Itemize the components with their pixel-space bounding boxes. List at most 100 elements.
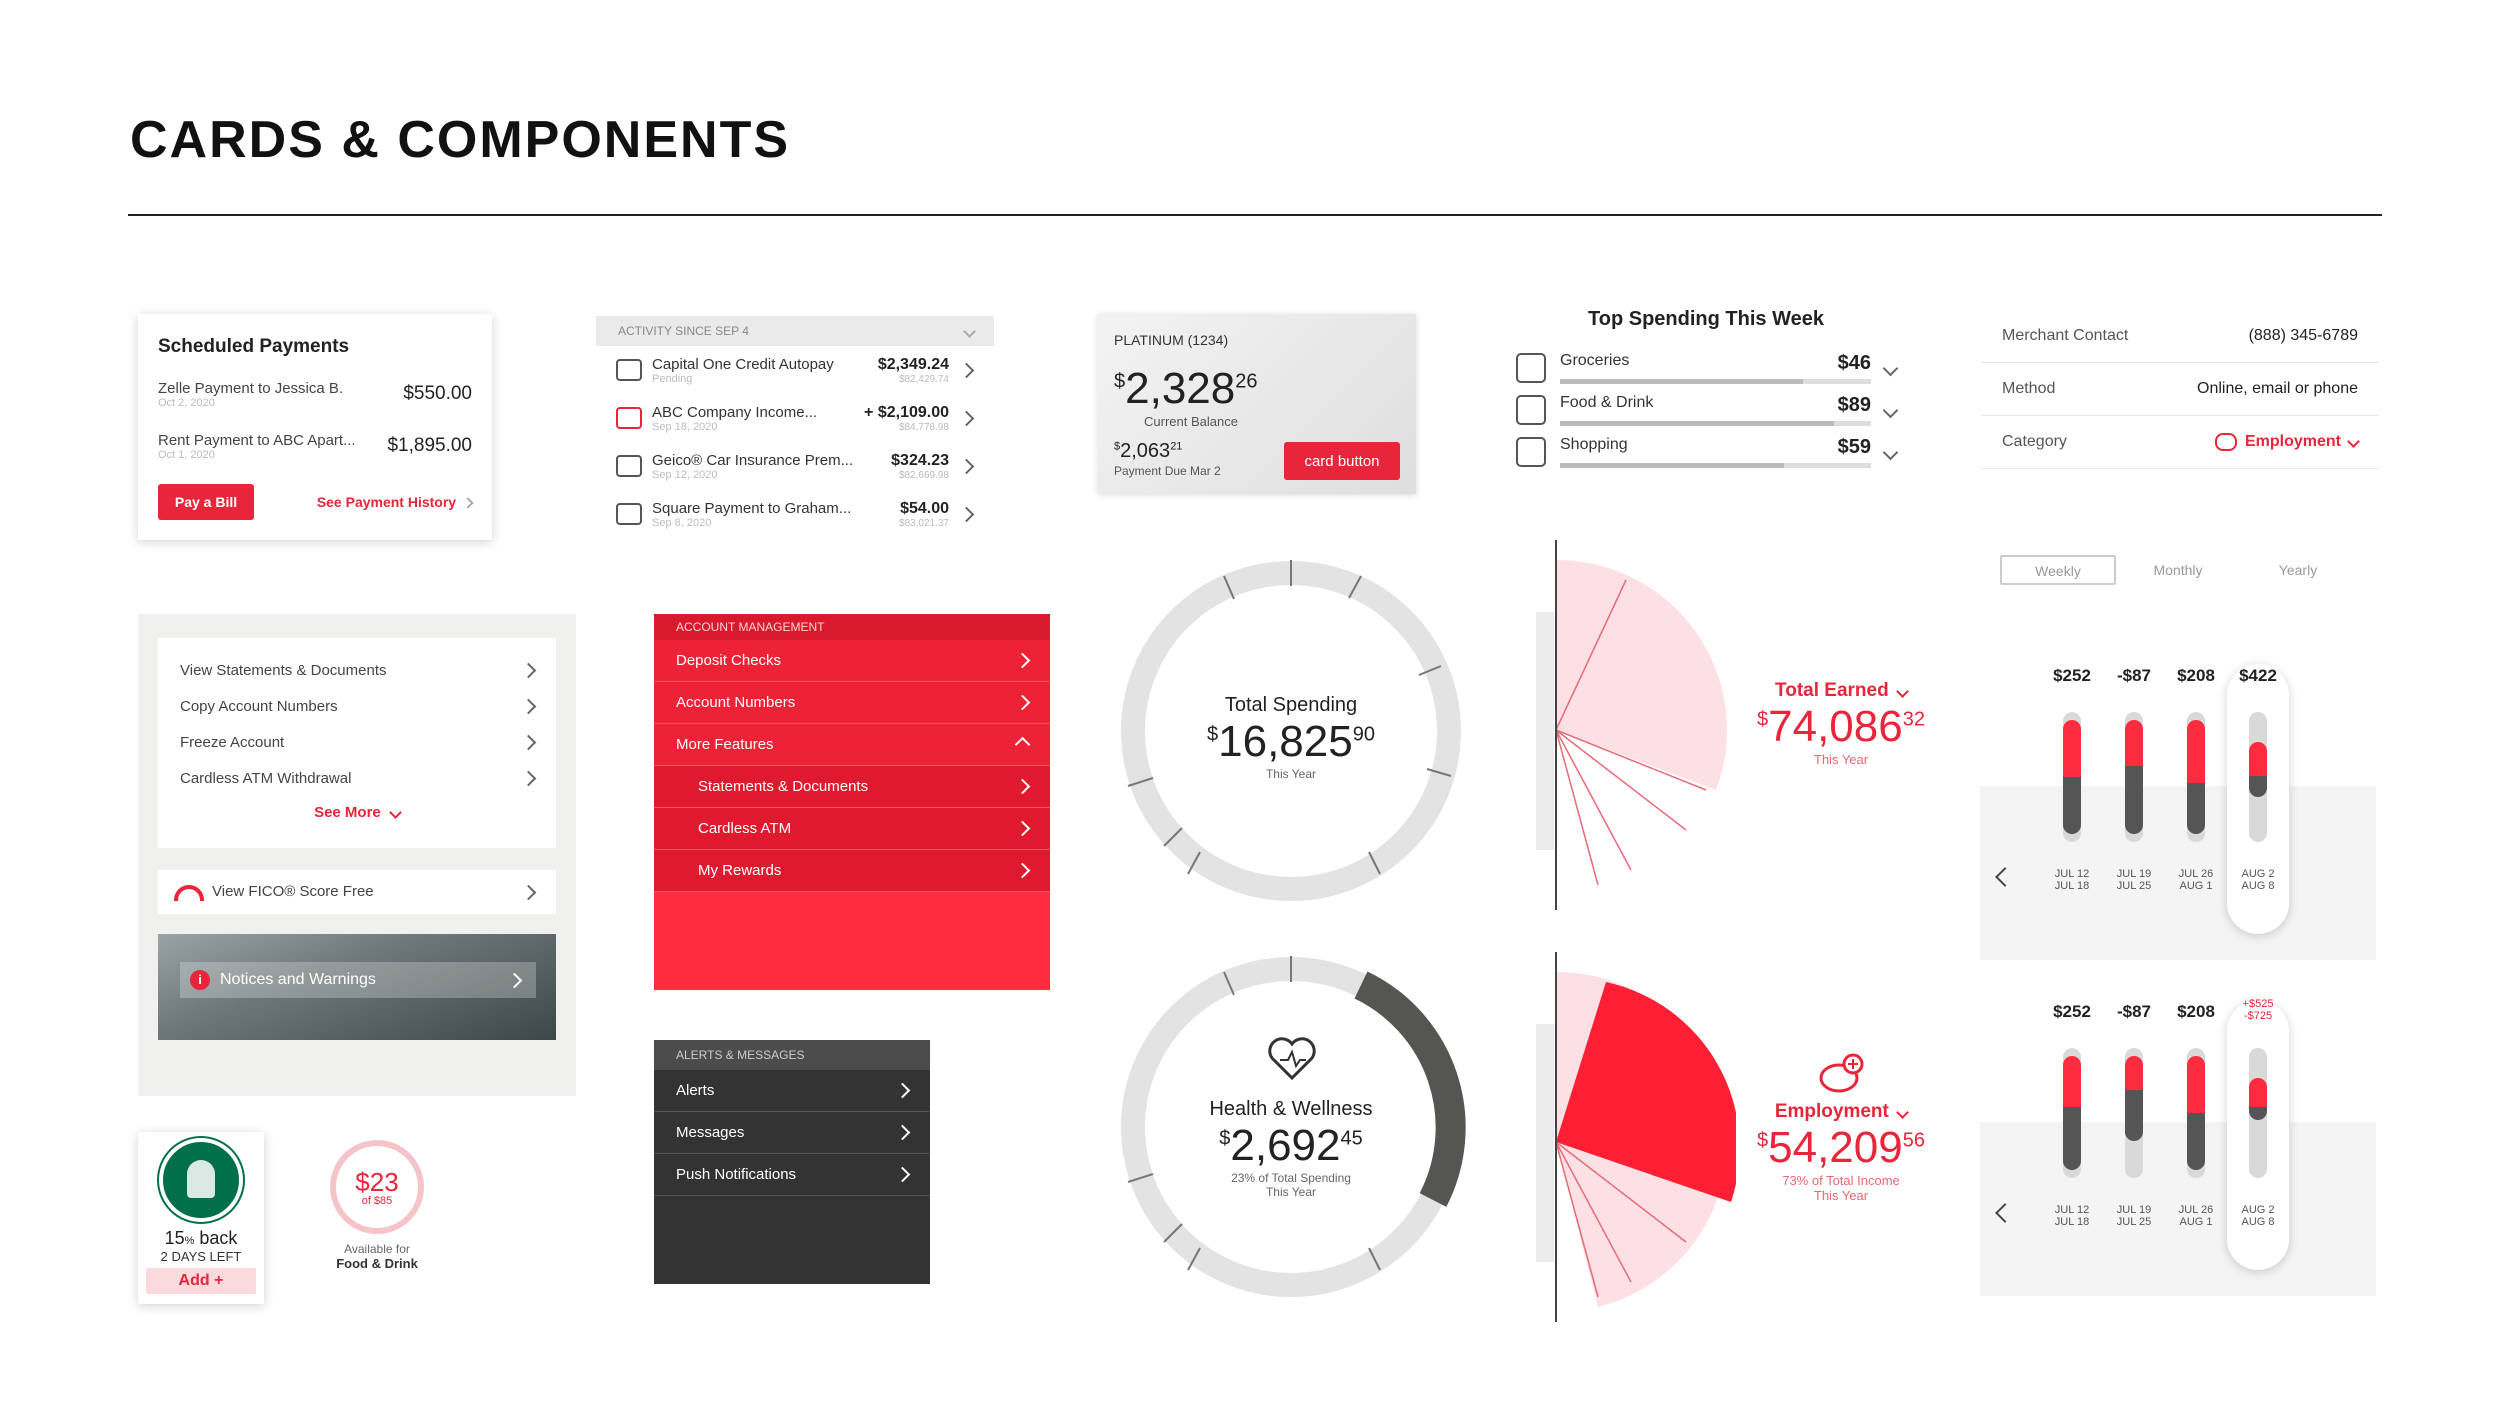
- scheduled-payment-row[interactable]: Zelle Payment to Jessica B. Oct 2, 2020 …: [158, 368, 472, 420]
- starbucks-logo: [159, 1138, 243, 1222]
- activity-row[interactable]: Geico® Car Insurance Prem... Sep 12, 2020…: [596, 442, 994, 490]
- chevron-right-icon: [1014, 652, 1031, 669]
- spending-bar: [1560, 379, 1871, 384]
- bar-column[interactable]: $208 JUL 26 AUG 1: [2166, 666, 2226, 936]
- bar-date-label: JUL 19 JUL 25: [2104, 868, 2164, 892]
- spending-bar-fill: [1560, 379, 1803, 384]
- budget-indicator: $23 of $85 Available for Food & Drink: [322, 1140, 432, 1271]
- donut-sub: 23% of Total Spending: [1231, 1171, 1351, 1185]
- store-icon: [616, 503, 642, 525]
- menu-item-deposit-checks[interactable]: Deposit Checks: [654, 640, 1050, 682]
- spending-row[interactable]: Groceries $46: [1516, 347, 1899, 389]
- detail-value[interactable]: (888) 345-6789: [2248, 327, 2358, 344]
- tab-monthly[interactable]: Monthly: [2120, 555, 2236, 585]
- bar-column[interactable]: -$87 JUL 19 JUL 25: [2104, 666, 2164, 936]
- spending-row[interactable]: Food & Drink $89: [1516, 389, 1899, 431]
- menu-item-push-notifications[interactable]: Push Notifications: [654, 1154, 930, 1196]
- bar-column[interactable]: +$525 -$725 AUG 2 AUG 8: [2228, 998, 2288, 1272]
- plus-icon: +: [214, 1272, 224, 1289]
- activity-row[interactable]: ABC Company Income... Sep 18, 2020 + $2,1…: [596, 394, 994, 442]
- cashback-text: 15% back: [138, 1228, 264, 1249]
- top-spending: Top Spending This Week Groceries $46 Food…: [1516, 308, 1899, 473]
- tab-yearly[interactable]: Yearly: [2240, 555, 2356, 585]
- activity-header-label: ACTIVITY SINCE SEP 4: [618, 324, 749, 338]
- quick-link[interactable]: View Statements & Documents: [158, 652, 556, 688]
- donut-amount: $2,69245: [1219, 1121, 1363, 1170]
- pie-label-dropdown[interactable]: Employment: [1736, 1101, 1946, 1123]
- activity-balance: $82,669.98: [898, 469, 949, 481]
- activity-list: ACTIVITY SINCE SEP 4 Capital One Credit …: [596, 316, 994, 538]
- platinum-card[interactable]: PLATINUM (1234) $2,32826 Current Balance…: [1098, 314, 1416, 494]
- quick-link[interactable]: Copy Account Numbers: [158, 688, 556, 724]
- submenu-item-my-rewards[interactable]: My Rewards: [654, 850, 1050, 892]
- quick-link[interactable]: Freeze Account: [158, 724, 556, 760]
- food-drink-icon: [1516, 395, 1546, 425]
- bar-column[interactable]: $208 JUL 26 AUG 1: [2166, 1002, 2226, 1272]
- scheduled-payment-row[interactable]: Rent Payment to ABC Apart... Oct 1, 2020…: [158, 420, 472, 472]
- spending-amount: $59: [1837, 436, 1871, 458]
- spending-bar: [1560, 463, 1871, 468]
- chevron-down-icon: [1882, 402, 1899, 418]
- bar-income-segment: [2187, 1056, 2205, 1113]
- top-spending-title: Top Spending This Week: [1588, 308, 1824, 330]
- menu-item-messages[interactable]: Messages: [654, 1112, 930, 1154]
- category-dropdown[interactable]: Employment: [2214, 432, 2360, 451]
- title-divider: [128, 214, 2382, 216]
- spending-row[interactable]: Shopping $59: [1516, 431, 1899, 473]
- bar-date-line: JUL 19: [2116, 1204, 2152, 1216]
- chevron-right-icon: [958, 410, 975, 426]
- info-icon: i: [190, 970, 210, 990]
- menu-item-account-numbers[interactable]: Account Numbers: [654, 682, 1050, 724]
- menu-item-alerts[interactable]: Alerts: [654, 1070, 930, 1112]
- fico-score-link[interactable]: View FICO® Score Free: [158, 870, 556, 914]
- category-row[interactable]: Category Employment: [1982, 416, 2378, 469]
- activity-header[interactable]: ACTIVITY SINCE SEP 4: [596, 316, 994, 346]
- bar-date-line: JUL 26: [2178, 868, 2214, 880]
- activity-row[interactable]: Capital One Credit Autopay Pending $2,349…: [596, 346, 994, 394]
- bar-date-line: JUL 26: [2178, 1204, 2214, 1216]
- starbucks-offer-card[interactable]: 15% back 2 DAYS LEFT Add +: [138, 1132, 264, 1304]
- donut-amount-main: 2,692: [1230, 1121, 1341, 1170]
- bar-date-line: AUG 1: [2179, 880, 2213, 892]
- bar-column[interactable]: $422 AUG 2 AUG 8: [2228, 666, 2288, 936]
- menu-item-label: Deposit Checks: [676, 652, 782, 669]
- donut-sub: This Year: [1265, 1185, 1317, 1199]
- chevron-down-icon: [963, 324, 976, 338]
- see-more-link[interactable]: See More: [158, 804, 556, 821]
- tab-weekly[interactable]: Weekly: [2000, 555, 2116, 585]
- chevron-down-icon: [1896, 1106, 1910, 1119]
- card-button[interactable]: card button: [1284, 442, 1400, 480]
- menu-item-more-features[interactable]: More Features: [654, 724, 1050, 766]
- due-main: 2,063: [1120, 440, 1171, 462]
- pie-amount: $54,20956: [1757, 1123, 1925, 1172]
- detail-key: Merchant Contact: [2002, 327, 2129, 344]
- spending-amount: $89: [1837, 394, 1871, 416]
- budget-ring: $23 of $85: [330, 1140, 424, 1234]
- menu-item-label: Alerts: [676, 1082, 715, 1099]
- bar-track: [2249, 712, 2267, 842]
- bar-column[interactable]: $252 JUL 12 JUL 18: [2042, 666, 2102, 936]
- submenu-item-cardless-atm[interactable]: Cardless ATM: [654, 808, 1050, 850]
- cashback-label: back: [199, 1228, 238, 1248]
- donut-sub: This Year: [1265, 767, 1317, 781]
- payment-due: $2,06321: [1114, 440, 1183, 462]
- activity-row[interactable]: Square Payment to Graham... Sep 8, 2020 $…: [596, 490, 994, 538]
- page-title: CARDS & COMPONENTS: [130, 111, 791, 169]
- bar-date-label: JUL 26 AUG 1: [2166, 1204, 2226, 1228]
- bar-column[interactable]: $252 JUL 12 JUL 18: [2042, 1002, 2102, 1272]
- bar-column[interactable]: -$87 JUL 19 JUL 25: [2104, 1002, 2164, 1272]
- add-offer-button[interactable]: Add +: [146, 1268, 256, 1294]
- quick-link[interactable]: Cardless ATM Withdrawal: [158, 760, 556, 796]
- submenu-item-statements[interactable]: Statements & Documents: [654, 766, 1050, 808]
- employment-chart: Employment $54,20956 73% of Total Income…: [1536, 952, 1946, 1322]
- pie-label-dropdown[interactable]: Total Earned: [1736, 680, 1946, 702]
- payment-name: Rent Payment to ABC Apart...: [158, 431, 356, 449]
- payment-date: Oct 2, 2020: [158, 396, 215, 409]
- detail-value: Online, email or phone: [2197, 380, 2358, 397]
- notices-link[interactable]: i Notices and Warnings: [180, 962, 536, 998]
- pie-amount-main: 74,086: [1768, 702, 1903, 751]
- bar-date-label: JUL 26 AUG 1: [2166, 868, 2226, 892]
- pay-bill-button[interactable]: Pay a Bill: [158, 484, 254, 520]
- payment-history-link[interactable]: See Payment History: [317, 494, 474, 510]
- chevron-right-icon: [1014, 694, 1031, 711]
